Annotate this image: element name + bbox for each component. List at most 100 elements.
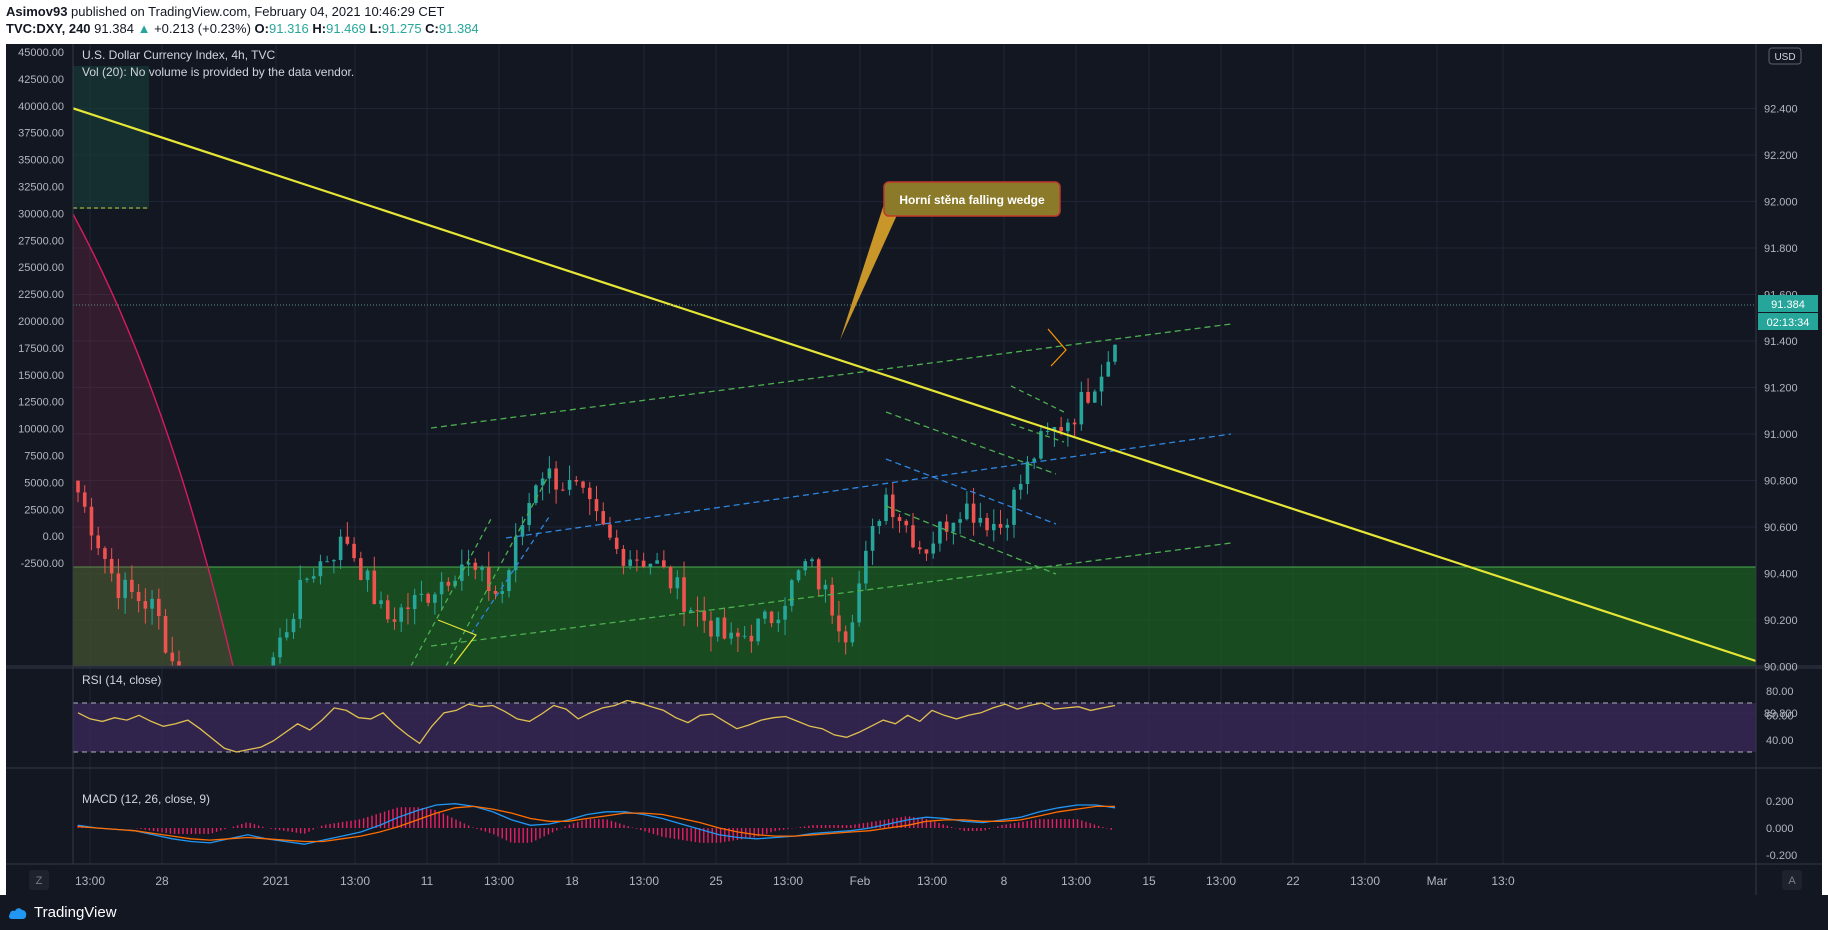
volume-axis-label: 35000.00 [18,155,64,167]
candle-body [904,520,909,526]
volume-axis-label: 10000.00 [18,424,64,436]
annotation-pointer [840,204,902,340]
candle-body [419,593,424,595]
candle-body [938,521,942,544]
candle-body [359,558,363,580]
candle-body [608,524,612,538]
candle-body [756,618,760,642]
volume-profile-block [73,66,149,209]
main-pane-title: U.S. Dollar Currency Index, 4h, TVC [82,48,276,62]
candle-body [709,620,713,637]
published-text: published on TradingView.com, February 0… [71,4,445,19]
candle-body [76,480,80,493]
price-change: +0.213 (+0.23%) [154,21,251,36]
impulse-line-2 [445,470,552,666]
author-name[interactable]: Asimov93 [6,4,68,19]
candle-body [884,494,888,522]
high-label: H: [312,21,327,36]
candle-body [991,523,996,531]
volume-axis-label: 17500.00 [18,343,64,355]
volume-axis-label: 27500.00 [18,235,64,247]
candle-body [763,611,767,619]
candle-body [332,560,336,562]
candle-body [527,502,531,526]
low-label: L: [369,21,382,36]
last-price-tag [1758,295,1818,312]
price-axis-label: 90.400 [1764,569,1798,581]
annotation-box[interactable] [883,181,1061,217]
price-axis-label: 90.000 [1764,662,1798,674]
tradingview-logo[interactable]: TradingView [8,904,117,921]
candle-body [850,622,855,643]
open-label: O: [254,21,269,36]
candle-body [103,548,107,559]
footer-bar: TradingView [0,895,1828,930]
chart-area[interactable]: Horní stěna falling wedge 92.400 92.200 92… [6,44,1822,895]
candle-body [1086,391,1090,403]
candle-body [372,570,377,605]
time-axis-label: 11 [421,874,434,888]
z-button[interactable] [29,870,49,890]
candle-body [82,492,87,507]
candle-body [311,576,316,579]
time-axis-label: 25 [709,874,723,888]
candle-body [944,521,949,532]
falling-wedge-upper-trendline[interactable] [66,106,1756,663]
price-axis-label: 91.800 [1764,243,1798,255]
candle-body [695,610,700,612]
time-axis-label: 13:00 [1061,874,1091,888]
time-axis-label: 13:00 [75,874,105,888]
time-axis-label: 13:00 [484,874,514,888]
volume-note: Vol (20): No volume is provided by the d… [82,65,354,79]
volume-axis-label: 0.00 [43,531,64,543]
candle-body [675,577,680,589]
candle-body [305,578,309,580]
candle-body [123,579,127,599]
auto-scale-label: A [1788,875,1796,887]
candle-body [1092,391,1097,403]
tradingview-brand: TradingView [34,904,117,921]
tradingview-cloud-icon [8,907,27,919]
chart-svg[interactable]: Horní stěna falling wedge 92.400 92.200 92… [6,44,1822,895]
price-axis-label: 92.000 [1764,197,1798,209]
candle-body [534,485,538,503]
last-price-tag-text: 91.384 [1771,299,1805,311]
candle-body [392,619,397,622]
candle-body [352,543,356,559]
candle-body [284,632,289,638]
candle-body [729,632,733,639]
candle-body [816,559,821,590]
candle-body [453,580,457,586]
candle-body [682,577,686,612]
flag-lower-line [1010,423,1065,443]
countdown-tag [1758,313,1818,330]
candle-body [688,610,693,612]
candle-body [460,564,464,581]
candle-body [1079,391,1084,425]
candle-body [143,601,148,609]
channel-upper-line [430,323,1232,429]
auto-scale-button[interactable] [1782,870,1802,890]
currency-badge[interactable] [1768,47,1802,65]
candle-body [1039,431,1043,459]
candle-body [1018,483,1023,490]
candle-body [911,525,915,548]
flag-marker-small [437,619,477,665]
volume-axis-label: 22500.00 [18,289,64,301]
last-price: 91.384 [94,21,134,36]
candle-body [574,480,579,482]
candle-body [1032,458,1036,462]
candle-body [783,605,787,620]
rsi-axis-label: 60.00 [1766,710,1794,722]
candle-body [554,468,558,490]
candle-body [345,536,350,544]
candle-body [789,580,794,606]
price-axis-label: 91.400 [1764,336,1798,348]
arc-fill [73,214,233,666]
rsi-line [77,699,1116,753]
candle-body [1045,430,1050,432]
candle-body [1005,524,1010,528]
macd-axis-label: 0.000 [1766,823,1794,835]
candle-body [810,559,814,562]
candle-body [379,600,383,605]
